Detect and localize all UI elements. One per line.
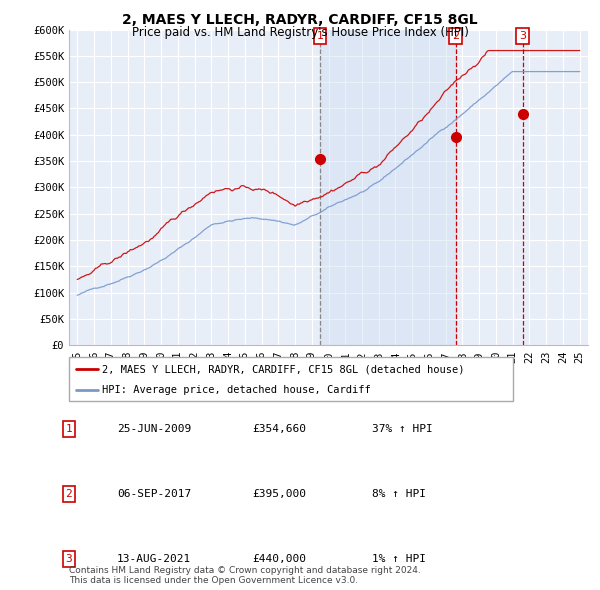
Text: 2: 2 — [65, 489, 73, 499]
Text: 25-JUN-2009: 25-JUN-2009 — [117, 424, 191, 434]
Text: Contains HM Land Registry data © Crown copyright and database right 2024.
This d: Contains HM Land Registry data © Crown c… — [69, 566, 421, 585]
Text: 2, MAES Y LLECH, RADYR, CARDIFF, CF15 8GL: 2, MAES Y LLECH, RADYR, CARDIFF, CF15 8G… — [122, 13, 478, 27]
Text: 06-SEP-2017: 06-SEP-2017 — [117, 489, 191, 499]
Text: 3: 3 — [519, 31, 526, 41]
Text: 1: 1 — [65, 424, 73, 434]
Text: £395,000: £395,000 — [252, 489, 306, 499]
FancyBboxPatch shape — [69, 357, 513, 401]
Text: £440,000: £440,000 — [252, 554, 306, 563]
Text: 13-AUG-2021: 13-AUG-2021 — [117, 554, 191, 563]
Text: HPI: Average price, detached house, Cardiff: HPI: Average price, detached house, Card… — [102, 385, 371, 395]
Text: Price paid vs. HM Land Registry's House Price Index (HPI): Price paid vs. HM Land Registry's House … — [131, 26, 469, 39]
Bar — [320, 30, 456, 345]
Text: 2, MAES Y LLECH, RADYR, CARDIFF, CF15 8GL (detached house): 2, MAES Y LLECH, RADYR, CARDIFF, CF15 8G… — [102, 365, 465, 374]
Text: 37% ↑ HPI: 37% ↑ HPI — [372, 424, 433, 434]
Text: 1% ↑ HPI: 1% ↑ HPI — [372, 554, 426, 563]
Text: £354,660: £354,660 — [252, 424, 306, 434]
Text: 1: 1 — [317, 31, 323, 41]
Text: 8% ↑ HPI: 8% ↑ HPI — [372, 489, 426, 499]
Text: 2: 2 — [452, 31, 460, 41]
Text: 3: 3 — [65, 554, 73, 563]
